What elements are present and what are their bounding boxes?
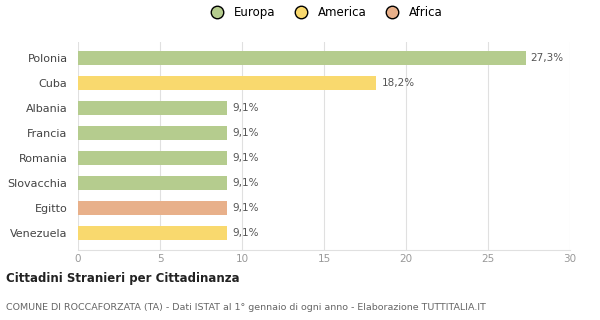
Bar <box>78 201 227 215</box>
Text: 9,1%: 9,1% <box>232 128 259 138</box>
Bar <box>78 126 227 140</box>
Bar <box>78 51 526 65</box>
Text: Cittadini Stranieri per Cittadinanza: Cittadini Stranieri per Cittadinanza <box>6 272 239 284</box>
Text: 9,1%: 9,1% <box>232 153 259 163</box>
Bar <box>78 101 227 115</box>
Text: 9,1%: 9,1% <box>232 228 259 238</box>
Bar <box>78 176 227 190</box>
Text: 27,3%: 27,3% <box>530 53 564 63</box>
Bar <box>78 76 376 90</box>
Text: 9,1%: 9,1% <box>232 178 259 188</box>
Text: 9,1%: 9,1% <box>232 103 259 113</box>
Text: COMUNE DI ROCCAFORZATA (TA) - Dati ISTAT al 1° gennaio di ogni anno - Elaborazio: COMUNE DI ROCCAFORZATA (TA) - Dati ISTAT… <box>6 303 486 312</box>
Legend: Europa, America, Africa: Europa, America, Africa <box>200 2 448 24</box>
Bar <box>78 151 227 165</box>
Bar <box>78 226 227 240</box>
Text: 9,1%: 9,1% <box>232 203 259 213</box>
Text: 18,2%: 18,2% <box>382 78 415 88</box>
